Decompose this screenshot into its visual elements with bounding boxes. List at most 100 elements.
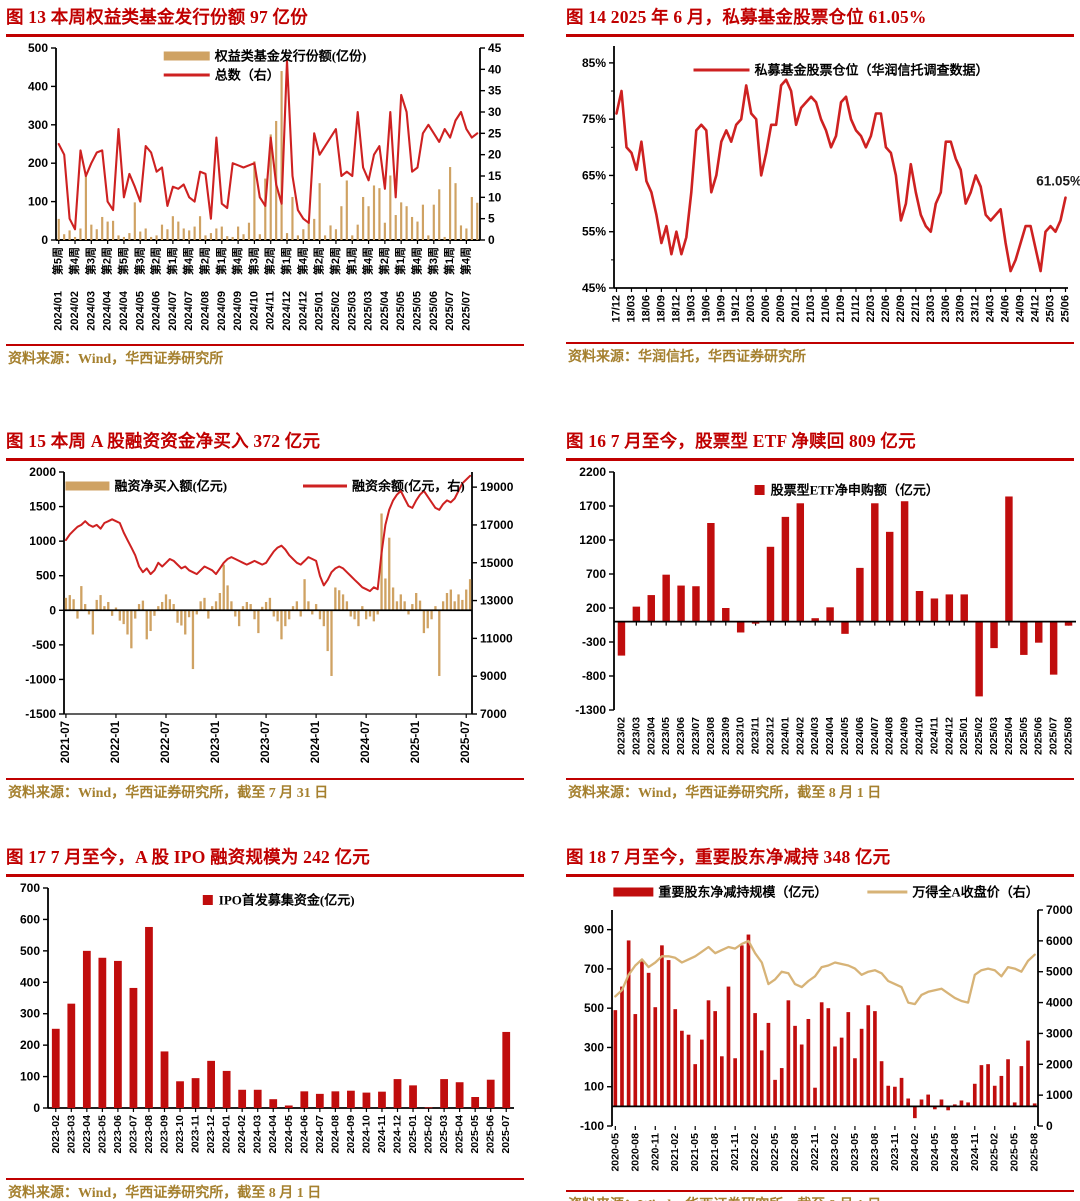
svg-text:2023/08: 2023/08: [705, 717, 717, 755]
svg-text:75%: 75%: [582, 112, 606, 126]
svg-text:23/12: 23/12: [970, 295, 982, 323]
svg-text:总数（右）: 总数（右）: [215, 68, 280, 83]
svg-text:第2周: 第2周: [149, 247, 163, 275]
svg-text:61.05%: 61.05%: [1036, 174, 1080, 189]
svg-text:5: 5: [488, 212, 495, 226]
svg-text:2024-08: 2024-08: [949, 1133, 961, 1172]
svg-text:7000: 7000: [1046, 903, 1073, 917]
svg-text:2024-01: 2024-01: [221, 1115, 233, 1154]
svg-text:0: 0: [1046, 1119, 1053, 1133]
svg-text:20: 20: [488, 148, 502, 162]
svg-text:2025/07: 2025/07: [1048, 717, 1060, 755]
fig17-source: 资料来源：Wind，华西证券研究所，截至 8 月 1 日: [8, 1186, 322, 1201]
svg-text:2020-08: 2020-08: [629, 1133, 641, 1172]
svg-text:300: 300: [584, 1040, 604, 1054]
svg-text:25/06: 25/06: [1060, 295, 1072, 323]
svg-text:2025/06: 2025/06: [1033, 717, 1045, 755]
svg-text:2024/09: 2024/09: [899, 717, 911, 755]
svg-text:2025/02: 2025/02: [973, 717, 985, 755]
svg-text:65%: 65%: [582, 168, 606, 182]
svg-text:200: 200: [586, 601, 606, 615]
fig16-source-rule: [566, 778, 1074, 780]
svg-text:2025/01: 2025/01: [958, 717, 970, 755]
svg-text:2000: 2000: [29, 465, 56, 479]
svg-text:第2周: 第2周: [312, 247, 326, 275]
svg-text:19000: 19000: [480, 480, 514, 494]
svg-text:2024/03: 2024/03: [809, 717, 821, 755]
svg-text:2024-07: 2024-07: [360, 721, 372, 763]
svg-text:2024-05: 2024-05: [929, 1133, 941, 1172]
fig14-chart: 45% 55% 65% 75% 85% 17/12 18/03 18/06 18/09 18/12…: [582, 46, 1080, 323]
svg-text:11000: 11000: [480, 631, 513, 645]
svg-text:23/09: 23/09: [955, 295, 967, 323]
svg-text:2025-05: 2025-05: [469, 1115, 481, 1154]
svg-text:100: 100: [28, 195, 48, 209]
fig18-source-rule: [566, 1190, 1074, 1192]
svg-text:2023-05: 2023-05: [96, 1115, 108, 1154]
svg-text:第2周: 第2周: [263, 247, 277, 275]
svg-text:2024/12: 2024/12: [297, 291, 309, 331]
svg-text:2024/09: 2024/09: [216, 291, 228, 331]
svg-text:-800: -800: [582, 669, 606, 683]
svg-text:22/03: 22/03: [865, 295, 877, 323]
svg-text:900: 900: [584, 923, 604, 937]
svg-text:19/09: 19/09: [715, 295, 727, 323]
svg-text:2025-01: 2025-01: [407, 1115, 419, 1154]
svg-text:2024-03: 2024-03: [252, 1115, 264, 1154]
svg-text:19/06: 19/06: [700, 295, 712, 323]
fig18-title-rule: [566, 874, 1074, 877]
svg-text:2023-04: 2023-04: [81, 1115, 93, 1154]
svg-text:2024/06: 2024/06: [151, 291, 163, 331]
svg-text:第4周: 第4周: [295, 247, 309, 275]
svg-text:2023-08: 2023-08: [143, 1115, 155, 1154]
svg-text:15000: 15000: [480, 556, 514, 570]
fig13-title: 图 13 本周权益类基金发行份额 97 亿份: [6, 7, 308, 27]
svg-text:2025/04: 2025/04: [1003, 717, 1015, 755]
svg-text:2022-05: 2022-05: [769, 1133, 781, 1172]
svg-text:-300: -300: [582, 635, 606, 649]
svg-text:2023-11: 2023-11: [190, 1115, 202, 1153]
svg-text:2023/10: 2023/10: [735, 717, 747, 755]
svg-text:2024/07: 2024/07: [167, 291, 179, 331]
svg-text:1000: 1000: [29, 534, 56, 548]
fig13-chart: 0 100 200 300 400 500 0 5 10 15 20 25 30 35 40 45 第5周 202…: [28, 41, 502, 331]
svg-text:2024/07: 2024/07: [183, 291, 195, 331]
svg-text:10: 10: [488, 190, 502, 204]
svg-text:2022-11: 2022-11: [809, 1133, 821, 1171]
svg-text:25: 25: [488, 126, 502, 140]
svg-text:40: 40: [488, 62, 502, 76]
svg-text:第4周: 第4周: [181, 247, 195, 275]
fig14-title: 图 14 2025 年 6 月，私募基金股票仓位 61.05%: [566, 7, 927, 27]
svg-text:第2周: 第2周: [328, 247, 342, 275]
svg-text:0: 0: [49, 603, 56, 617]
svg-text:18/06: 18/06: [640, 295, 652, 323]
svg-text:2024/01: 2024/01: [779, 717, 791, 755]
fig13-title-rule: [6, 34, 524, 37]
svg-text:2024/10: 2024/10: [914, 717, 926, 755]
svg-text:2025/08: 2025/08: [1063, 717, 1075, 755]
svg-text:0: 0: [41, 233, 48, 247]
svg-text:2023-12: 2023-12: [205, 1115, 217, 1154]
svg-text:股票型ETF净申购额（亿元）: 股票型ETF净申购额（亿元）: [771, 483, 939, 498]
fig15-title: 图 15 本周 A 股融资资金净买入 372 亿元: [6, 431, 321, 451]
svg-text:-1500: -1500: [25, 707, 56, 721]
svg-text:25/03: 25/03: [1045, 295, 1057, 323]
fig14-source-rule: [566, 342, 1074, 344]
svg-text:2023/12: 2023/12: [764, 717, 776, 755]
svg-text:2024/07: 2024/07: [869, 717, 881, 755]
svg-text:2023/06: 2023/06: [675, 717, 687, 755]
svg-text:2024-08: 2024-08: [329, 1115, 341, 1154]
svg-text:19/03: 19/03: [685, 295, 697, 323]
svg-text:5000: 5000: [1046, 965, 1073, 979]
svg-text:700: 700: [586, 567, 606, 581]
fig13-source-rule: [6, 344, 524, 346]
svg-text:2025-01: 2025-01: [410, 720, 422, 763]
svg-text:2025-02: 2025-02: [989, 1133, 1001, 1172]
svg-text:2021-07: 2021-07: [60, 721, 72, 763]
svg-text:2023/09: 2023/09: [720, 717, 732, 755]
fig16-source: 资料来源：Wind，华西证券研究所，截至 8 月 1 日: [568, 786, 882, 800]
svg-text:2024-02: 2024-02: [236, 1115, 248, 1154]
svg-text:第4周: 第4周: [409, 247, 423, 275]
fig15-chart: -1500 -1000 -500 0 500 1000 1500 2000 7000 9000 11…: [25, 465, 514, 763]
svg-text:第4周: 第4周: [67, 247, 81, 275]
